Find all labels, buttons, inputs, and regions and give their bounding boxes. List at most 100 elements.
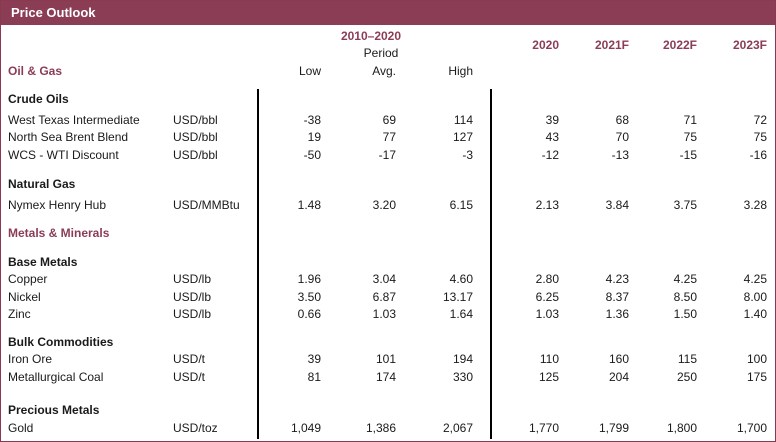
cell-y2020: 125 [538,370,559,384]
cell-y2020: 6.25 [535,290,559,304]
cell-y2023: -16 [749,148,767,162]
separator-left [257,89,259,439]
year-header-2022f: 2022F [662,38,697,52]
cell-name: North Sea Brent Blend [8,130,129,144]
low-header: Low [298,64,321,78]
cell-unit: USD/bbl [173,130,218,144]
cell-name: Metallurgical Coal [8,370,104,384]
cell-low: 1.48 [297,198,321,212]
cell-y2020: -12 [541,148,559,162]
cell-y2022: 8.50 [673,290,697,304]
cell-low: 3.50 [297,290,321,304]
cell-y2020: 2.13 [535,198,559,212]
cell-avg: 6.87 [372,290,396,304]
cell-y2023: 1,700 [736,421,767,435]
cell-y2022: 71 [683,113,697,127]
cell-low: 0.66 [297,307,321,321]
cell-name: Zinc [8,307,31,321]
cell-high: -3 [462,148,473,162]
cell-y2020: 39 [545,113,559,127]
period-range-header: 2010–2020 [340,29,402,43]
year-header-2021f: 2021F [594,38,629,52]
cell-y2022: -15 [679,148,697,162]
cell-y2021: 1.36 [605,307,629,321]
group-base-metals: Base Metals [8,255,78,269]
cell-high: 1.64 [449,307,473,321]
cell-avg: 3.04 [372,272,396,286]
cell-low: -38 [303,113,321,127]
cell-low: 1.96 [297,272,321,286]
cell-low: 81 [307,370,321,384]
cell-y2021: -13 [611,148,629,162]
cell-y2023: 75 [753,130,767,144]
cell-unit: USD/bbl [173,148,218,162]
cell-y2021: 3.84 [605,198,629,212]
cell-y2021: 68 [615,113,629,127]
group-crude-oils: Crude Oils [8,92,69,106]
cell-y2023: 8.00 [743,290,767,304]
cell-low: -50 [303,148,321,162]
cell-avg: -17 [378,148,396,162]
cell-high: 330 [452,370,473,384]
cell-y2023: 72 [753,113,767,127]
cell-unit: USD/t [173,370,206,384]
cell-high: 2,067 [442,421,473,435]
cell-y2021: 204 [608,370,629,384]
cell-y2021: 160 [608,352,629,366]
high-header: High [448,64,473,78]
cell-avg: 69 [382,113,396,127]
cell-name: Copper [8,272,48,286]
cell-y2022: 3.75 [673,198,697,212]
cell-y2020: 43 [545,130,559,144]
cell-y2021: 70 [615,130,629,144]
cell-avg: 77 [382,130,396,144]
group-bulk-commodities: Bulk Commodities [8,335,114,349]
cell-y2021: 4.23 [605,272,629,286]
cell-low: 19 [307,130,321,144]
cell-y2023: 1.40 [743,307,767,321]
cell-high: 6.15 [449,198,473,212]
group-precious-metals: Precious Metals [8,403,100,417]
cell-unit: USD/lb [173,290,212,304]
cell-high: 114 [453,113,473,127]
cell-name: Nickel [8,290,41,304]
cell-y2020: 1,770 [528,421,559,435]
cell-name: West Texas Intermediate [8,113,140,127]
year-header-2020: 2020 [532,38,559,52]
cell-name: Iron Ore [8,352,53,366]
cell-low: 39 [307,352,321,366]
cell-y2023: 175 [746,370,767,384]
cell-y2022: 1.50 [673,307,697,321]
group-natural-gas: Natural Gas [8,177,76,191]
cell-avg: 174 [375,370,396,384]
year-header-2023f: 2023F [732,38,767,52]
section-metals-minerals: Metals & Minerals [8,226,110,240]
cell-unit: USD/bbl [173,113,218,127]
cell-unit: USD/t [173,352,206,366]
cell-high: 4.60 [449,272,473,286]
cell-y2023: 100 [746,352,767,366]
cell-avg: 1.03 [372,307,396,321]
cell-y2022: 250 [676,370,697,384]
cell-name: WCS - WTI Discount [8,148,119,162]
cell-y2022: 75 [683,130,697,144]
section-oil-gas: Oil & Gas [8,64,63,78]
cell-high: 194 [452,352,473,366]
cell-y2021: 8.37 [605,290,629,304]
avg-header: Avg. [372,64,396,78]
title-bar: Price Outlook [1,1,775,25]
cell-high: 13.17 [442,290,473,304]
cell-low: 1,049 [290,421,321,435]
cell-unit: USD/toz [173,421,218,435]
cell-name: Nymex Henry Hub [8,198,107,212]
cell-unit: USD/MMBtu [173,198,240,212]
cell-y2021: 1,799 [598,421,629,435]
cell-y2023: 4.25 [743,272,767,286]
cell-name: Gold [8,421,34,435]
separator-right [490,89,492,439]
cell-unit: USD/lb [173,307,212,321]
cell-avg: 101 [375,352,396,366]
cell-y2023: 3.28 [743,198,767,212]
cell-high: 127 [452,130,473,144]
